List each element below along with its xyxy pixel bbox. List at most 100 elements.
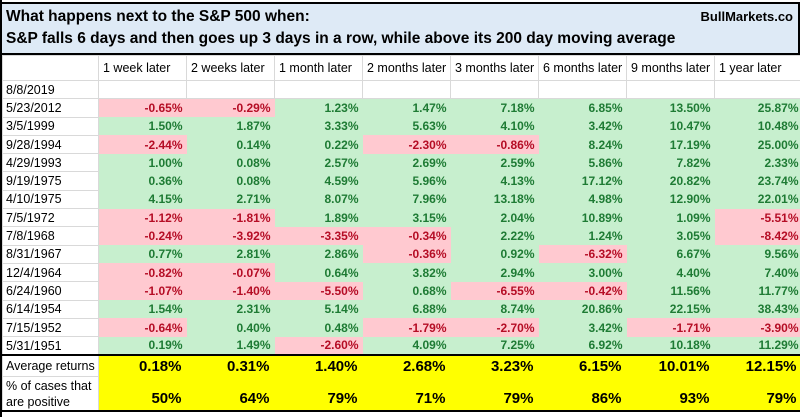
percent-positive-value[interactable]: 71%	[362, 376, 451, 412]
corner-cell[interactable]	[2, 55, 99, 81]
return-cell[interactable]: 5.96%	[362, 171, 451, 191]
return-cell[interactable]: 4.40%	[626, 263, 715, 282]
return-cell[interactable]: -1.71%	[626, 318, 715, 337]
return-cell[interactable]: 13.50%	[626, 98, 715, 118]
column-header[interactable]: 2 months later	[362, 55, 451, 81]
return-cell[interactable]: 1.87%	[186, 117, 275, 136]
return-cell[interactable]: 7.96%	[362, 190, 451, 209]
return-cell[interactable]: -1.40%	[186, 281, 275, 301]
return-cell[interactable]: 1.50%	[98, 117, 187, 136]
return-cell[interactable]: -0.34%	[362, 226, 451, 246]
return-cell[interactable]: -5.51%	[714, 208, 800, 227]
date-cell[interactable]: 5/23/2012	[2, 98, 99, 118]
return-cell[interactable]: -3.90%	[714, 318, 800, 337]
date-cell[interactable]: 8/8/2019	[2, 79, 99, 100]
return-cell[interactable]: 6.85%	[538, 98, 627, 118]
return-cell[interactable]: 7.40%	[714, 263, 800, 282]
date-cell[interactable]: 5/31/1951	[2, 336, 99, 356]
return-cell[interactable]: 3.82%	[362, 263, 451, 282]
column-header[interactable]: 1 week later	[98, 55, 187, 81]
return-cell[interactable]: -0.36%	[362, 245, 451, 264]
return-cell[interactable]: 12.90%	[626, 190, 715, 209]
column-header[interactable]: 1 month later	[274, 55, 363, 81]
return-cell[interactable]: -6.32%	[538, 245, 627, 264]
return-cell[interactable]: 22.15%	[626, 300, 715, 319]
return-cell[interactable]: 1.09%	[626, 208, 715, 227]
column-header[interactable]: 1 year later	[714, 55, 800, 81]
average-returns-value[interactable]: 2.68%	[362, 353, 451, 377]
return-cell[interactable]: 2.94%	[450, 263, 539, 282]
return-cell[interactable]: 0.40%	[186, 318, 275, 337]
return-cell[interactable]: -2.70%	[450, 318, 539, 337]
return-cell[interactable]: -1.79%	[362, 318, 451, 337]
empty-cell[interactable]	[626, 79, 715, 100]
return-cell[interactable]: 1.23%	[274, 98, 363, 118]
average-returns-value[interactable]: 10.01%	[626, 353, 715, 377]
return-cell[interactable]: 11.29%	[714, 336, 800, 355]
date-cell[interactable]: 7/5/1972	[2, 208, 99, 228]
return-cell[interactable]: 2.33%	[714, 153, 800, 172]
percent-positive-value[interactable]: 79%	[450, 376, 539, 412]
return-cell[interactable]: 2.86%	[274, 245, 363, 264]
return-cell[interactable]: -2.30%	[362, 135, 451, 154]
return-cell[interactable]: 0.22%	[274, 135, 363, 154]
return-cell[interactable]: -0.86%	[450, 135, 539, 154]
return-cell[interactable]: 2.04%	[450, 208, 539, 227]
date-cell[interactable]: 6/24/1960	[2, 281, 99, 301]
return-cell[interactable]: -1.07%	[98, 281, 187, 301]
return-cell[interactable]: -0.24%	[98, 226, 187, 246]
return-cell[interactable]: 7.18%	[450, 98, 539, 118]
percent-positive-value[interactable]: 79%	[274, 376, 363, 412]
return-cell[interactable]: 0.14%	[186, 135, 275, 154]
return-cell[interactable]: 4.09%	[362, 336, 451, 355]
return-cell[interactable]: 4.10%	[450, 117, 539, 136]
return-cell[interactable]: 4.15%	[98, 190, 187, 209]
return-cell[interactable]: 4.98%	[538, 190, 627, 209]
date-cell[interactable]: 3/5/1999	[2, 116, 99, 136]
average-returns-value[interactable]: 6.15%	[538, 353, 627, 377]
return-cell[interactable]: 17.19%	[626, 135, 715, 154]
return-cell[interactable]: 2.81%	[186, 245, 275, 264]
return-cell[interactable]: 0.08%	[186, 171, 275, 191]
return-cell[interactable]: -0.82%	[98, 263, 187, 282]
return-cell[interactable]: 11.77%	[714, 281, 800, 301]
return-cell[interactable]: 8.07%	[274, 190, 363, 209]
average-returns-value[interactable]: 0.18%	[98, 353, 187, 377]
average-returns-value[interactable]: 0.31%	[186, 353, 275, 377]
date-cell[interactable]: 9/19/1975	[2, 171, 99, 191]
empty-cell[interactable]	[450, 79, 539, 100]
return-cell[interactable]: -2.44%	[98, 135, 187, 154]
percent-positive-value[interactable]: 50%	[98, 376, 187, 412]
return-cell[interactable]: 5.86%	[538, 153, 627, 172]
return-cell[interactable]: 25.87%	[714, 98, 800, 118]
average-returns-value[interactable]: 1.40%	[274, 353, 363, 377]
return-cell[interactable]: -0.07%	[186, 263, 275, 282]
return-cell[interactable]: 1.49%	[186, 336, 275, 355]
return-cell[interactable]: -0.64%	[98, 318, 187, 337]
date-cell[interactable]: 12/4/1964	[2, 262, 99, 283]
return-cell[interactable]: 0.36%	[98, 171, 187, 191]
return-cell[interactable]: 0.77%	[98, 245, 187, 264]
return-cell[interactable]: 0.68%	[362, 281, 451, 301]
return-cell[interactable]: 7.82%	[626, 153, 715, 172]
return-cell[interactable]: 13.18%	[450, 190, 539, 209]
return-cell[interactable]: 0.08%	[186, 153, 275, 172]
return-cell[interactable]: -6.55%	[450, 281, 539, 301]
percent-positive-value[interactable]: 79%	[714, 376, 800, 412]
return-cell[interactable]: -2.60%	[274, 336, 363, 355]
return-cell[interactable]: 10.18%	[626, 336, 715, 355]
return-cell[interactable]: 17.12%	[538, 171, 627, 191]
date-cell[interactable]: 8/31/1967	[2, 244, 99, 264]
return-cell[interactable]: 23.74%	[714, 171, 800, 191]
return-cell[interactable]: -8.42%	[714, 226, 800, 246]
return-cell[interactable]: 2.71%	[186, 190, 275, 209]
return-cell[interactable]: -3.92%	[186, 226, 275, 246]
return-cell[interactable]: -0.42%	[538, 281, 627, 301]
return-cell[interactable]: 3.05%	[626, 226, 715, 246]
return-cell[interactable]: 2.57%	[274, 153, 363, 172]
return-cell[interactable]: 10.89%	[538, 208, 627, 227]
date-cell[interactable]: 7/8/1968	[2, 226, 99, 246]
average-returns-value[interactable]: 3.23%	[450, 353, 539, 377]
return-cell[interactable]: 1.89%	[274, 208, 363, 227]
empty-cell[interactable]	[714, 79, 800, 100]
